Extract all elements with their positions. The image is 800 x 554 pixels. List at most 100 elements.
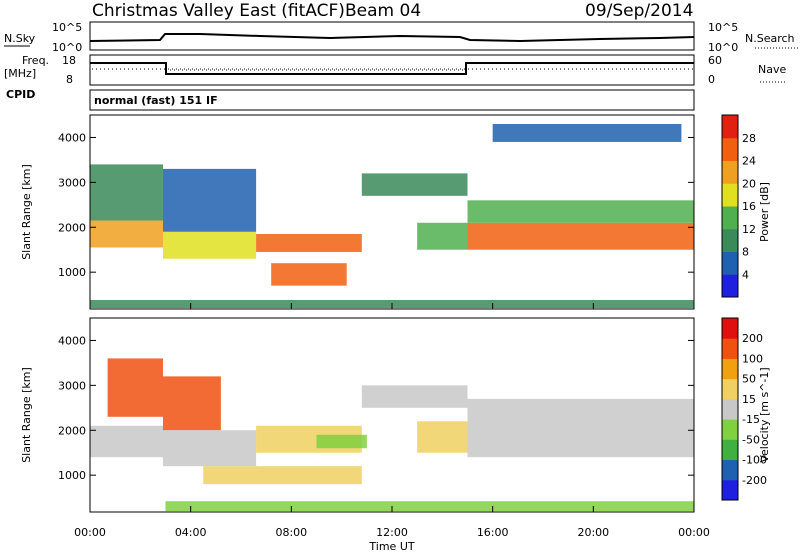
freq-unit-label: [MHz] (4, 67, 36, 80)
vel-ytick-label: 2000 (58, 424, 86, 437)
vel-ytick-label: 1000 (58, 469, 86, 482)
vel-colorbar-tick: -100 (742, 454, 767, 467)
power-colorbar-tick: 28 (742, 132, 756, 145)
vel-colorbar-tick: -200 (742, 474, 767, 487)
nsearch-tick-low: 10^0 (708, 41, 738, 54)
power-colorbar: 4 8 12 16 20 24 28 (721, 114, 756, 298)
vel-colorbar-tick: -15 (742, 413, 760, 426)
velocity-y-ticks: 1000 2000 3000 4000 (58, 334, 694, 482)
power-colorbar-swatch (722, 115, 738, 139)
power-band-9 (467, 200, 694, 223)
x-tick-label: 08:00 (275, 526, 307, 539)
power-band-8 (467, 222, 694, 250)
freq-line (90, 62, 694, 75)
frequency-panel: Freq. [MHz] 18 8 60 0 Nave (4, 54, 786, 86)
cpid-label: CPID (6, 88, 35, 101)
vel-colorbar-swatch (722, 479, 738, 501)
x-tick-label: 16:00 (477, 526, 509, 539)
power-colorbar-tick: 16 (742, 200, 756, 213)
date-label: 09/Sep/2014 (585, 1, 693, 21)
power-colorbar-swatch (722, 274, 738, 298)
x-tick-label: 04:00 (175, 526, 207, 539)
power-colorbar-swatch (722, 183, 738, 207)
vel-colorbar-swatch (722, 338, 738, 359)
vel-colorbar-swatch (722, 398, 738, 420)
vel-colorbar-swatch (722, 419, 738, 440)
x-tick-label: 20:00 (577, 526, 609, 539)
vel-band-0 (90, 425, 163, 458)
x-tick-label: 12:00 (376, 526, 408, 539)
nsky-tick-low: 10^0 (52, 41, 82, 54)
vel-colorbar-swatch (722, 439, 738, 461)
beam-label: Beam 04 (345, 1, 421, 21)
power-band-6 (361, 173, 468, 196)
nave-tick-high: 60 (708, 54, 722, 67)
vel-colorbar-swatch (722, 318, 738, 339)
vel-ytick-label: 4000 (58, 334, 86, 347)
freq-tick-low: 8 (66, 73, 73, 86)
vel-colorbar-tick: 50 (742, 373, 756, 386)
power-colorbar-swatch (722, 160, 738, 184)
nsky-tick-high: 10^5 (52, 21, 82, 34)
vel-colorbar-tick: 15 (742, 393, 756, 406)
x-tick-label: 00:00 (74, 526, 106, 539)
power-band-4 (256, 234, 362, 252)
nave-tick-low: 0 (708, 73, 715, 86)
power-ytick-label: 1000 (58, 266, 86, 279)
power-band-3 (162, 168, 257, 232)
power-colorbar-label: Power [dB] (758, 182, 771, 242)
nave-label: Nave (758, 63, 786, 76)
velocity-colorbar-label: Velocity [m s^-1] (758, 367, 771, 462)
x-axis-label: Time UT (368, 540, 414, 553)
power-colorbar-tick: 24 (742, 155, 756, 168)
power-ylabel: Slant Range [km] (20, 164, 33, 260)
power-colorbar-tick: 20 (742, 177, 756, 190)
power-ytick-label: 4000 (58, 131, 86, 144)
plot-title: Christmas Valley East (fitACF) (92, 1, 345, 21)
power-colorbar-tick: 4 (742, 268, 749, 281)
vel-colorbar-swatch (722, 358, 738, 380)
power-ytick-label: 3000 (58, 176, 86, 189)
vel-colorbar-tick: -50 (742, 433, 760, 446)
vel-band-5 (316, 434, 367, 449)
nsearch-label: N.Search (745, 32, 795, 45)
nsky-label: N.Sky (4, 32, 36, 45)
vel-colorbar-swatch (722, 459, 738, 481)
vel-band-8 (417, 421, 468, 453)
vel-colorbar-swatch (722, 378, 738, 400)
vel-band-9 (467, 398, 694, 458)
power-band-7 (417, 222, 468, 250)
power-colorbar-swatch (722, 206, 738, 230)
vel-band-10 (165, 501, 694, 512)
power-y-ticks: 1000 2000 3000 4000 (58, 131, 694, 279)
vel-band-6 (203, 466, 362, 485)
velocity-ylabel: Slant Range [km] (20, 367, 33, 463)
power-colorbar-swatch (722, 251, 738, 275)
vel-ytick-label: 3000 (58, 379, 86, 392)
power-colorbar-tick: 8 (742, 246, 749, 259)
power-band-10 (492, 123, 682, 142)
velocity-bands (90, 358, 694, 512)
noise-panel: N.Sky 10^5 10^0 10^5 10^0 N.Search (4, 21, 798, 54)
power-colorbar-tick: 12 (742, 223, 756, 236)
power-band-0 (90, 220, 163, 248)
vel-band-7 (361, 385, 468, 408)
x-tick-label: 00:00 (678, 526, 710, 539)
nsky-line (89, 33, 695, 43)
power-colorbar-swatch (722, 137, 738, 161)
power-ytick-label: 2000 (58, 221, 86, 234)
cpid-box (89, 89, 695, 111)
vel-colorbar-tick: 200 (742, 332, 763, 345)
power-panel: 1000 2000 3000 4000 Slant Range [km] 4 8 12 16… (20, 114, 771, 310)
vel-band-1 (107, 358, 163, 417)
power-band-5 (271, 263, 347, 286)
vel-band-3 (162, 430, 257, 467)
velocity-panel: 1000 2000 3000 4000 Slant Range [km] 200 100… (20, 317, 771, 513)
freq-tick-high: 18 (62, 54, 76, 67)
nsearch-tick-high: 10^5 (708, 21, 738, 34)
velocity-colorbar: 200 100 50 15 -15 -50 -100 -200 (721, 317, 767, 501)
vel-band-2 (162, 376, 221, 431)
power-band-1 (90, 164, 163, 221)
cpid-text: normal (fast) 151 IF (94, 94, 218, 107)
